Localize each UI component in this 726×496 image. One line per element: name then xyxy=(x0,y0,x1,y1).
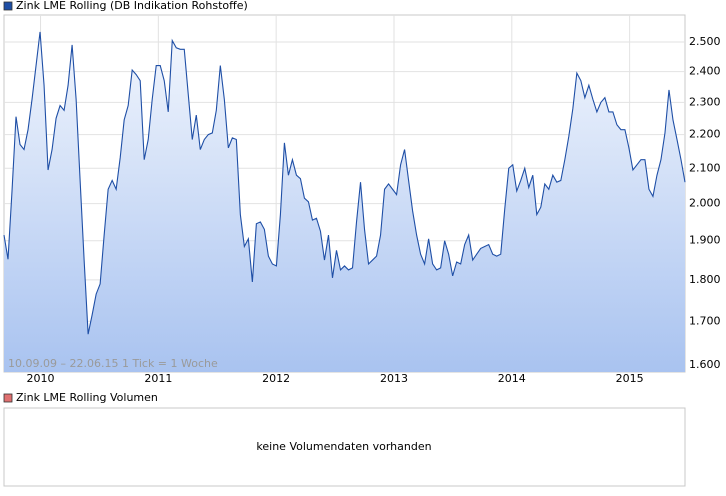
x-tick-label: 2010 xyxy=(27,372,55,385)
x-tick-label: 2015 xyxy=(616,372,644,385)
legend-label: Zink LME Rolling (DB Indikation Rohstoff… xyxy=(16,0,248,12)
y-tick-label: 1.900 xyxy=(689,234,721,247)
y-tick-label: 2.200 xyxy=(689,128,721,141)
x-tick-label: 2014 xyxy=(498,372,526,385)
x-tick-label: 2012 xyxy=(262,372,290,385)
y-tick-label: 2.500 xyxy=(689,35,721,48)
legend-label: Zink LME Rolling Volumen xyxy=(16,391,158,404)
no-data-note: keine Volumendaten vorhanden xyxy=(256,440,431,453)
y-tick-label: 2.100 xyxy=(689,161,721,174)
y-tick-label: 1.800 xyxy=(689,273,721,286)
legend-swatch xyxy=(3,1,13,11)
y-tick-label: 1.600 xyxy=(689,358,721,371)
legend-swatch xyxy=(3,393,13,403)
y-tick-label: 1.700 xyxy=(689,314,721,327)
y-tick-label: 2.000 xyxy=(689,197,721,210)
range-note: 10.09.09 – 22.06.15 1 Tick = 1 Woche xyxy=(8,357,218,370)
price-line xyxy=(3,31,686,335)
area-fill xyxy=(4,31,685,372)
y-tick-label: 2.400 xyxy=(689,65,721,78)
x-tick-label: 2013 xyxy=(380,372,408,385)
x-tick-label: 2011 xyxy=(144,372,172,385)
y-tick-label: 2.300 xyxy=(689,95,721,108)
volume-frame xyxy=(3,407,686,487)
